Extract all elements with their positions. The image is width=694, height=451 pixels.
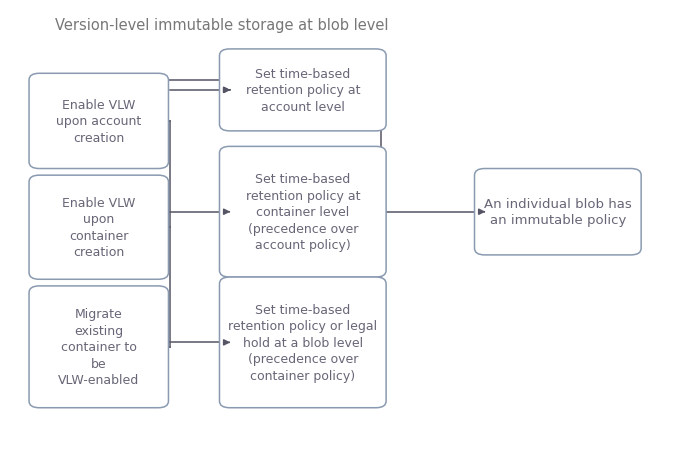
FancyBboxPatch shape (29, 176, 169, 280)
Text: Set time-based
retention policy or legal
hold at a blob level
(precedence over
c: Set time-based retention policy or legal… (228, 303, 378, 382)
FancyBboxPatch shape (219, 277, 386, 408)
Text: Version-level immutable storage at blob level: Version-level immutable storage at blob … (55, 18, 388, 33)
Text: Enable VLW
upon
container
creation: Enable VLW upon container creation (62, 197, 135, 259)
FancyBboxPatch shape (29, 74, 169, 169)
Text: Set time-based
retention policy at
container level
(precedence over
account poli: Set time-based retention policy at conta… (246, 173, 360, 252)
Text: Set time-based
retention policy at
account level: Set time-based retention policy at accou… (246, 68, 360, 114)
Text: Migrate
existing
container to
be
VLW-enabled: Migrate existing container to be VLW-ena… (58, 308, 139, 387)
Text: Enable VLW
upon account
creation: Enable VLW upon account creation (56, 99, 142, 145)
FancyBboxPatch shape (219, 50, 386, 132)
FancyBboxPatch shape (29, 286, 169, 408)
Text: An individual blob has
an immutable policy: An individual blob has an immutable poli… (484, 198, 632, 227)
FancyBboxPatch shape (475, 169, 641, 255)
FancyBboxPatch shape (219, 147, 386, 277)
